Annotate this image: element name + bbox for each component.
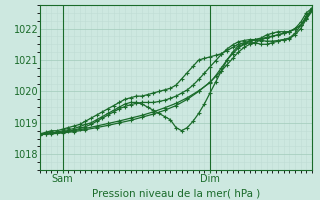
X-axis label: Pression niveau de la mer( hPa ): Pression niveau de la mer( hPa ) <box>92 188 260 198</box>
